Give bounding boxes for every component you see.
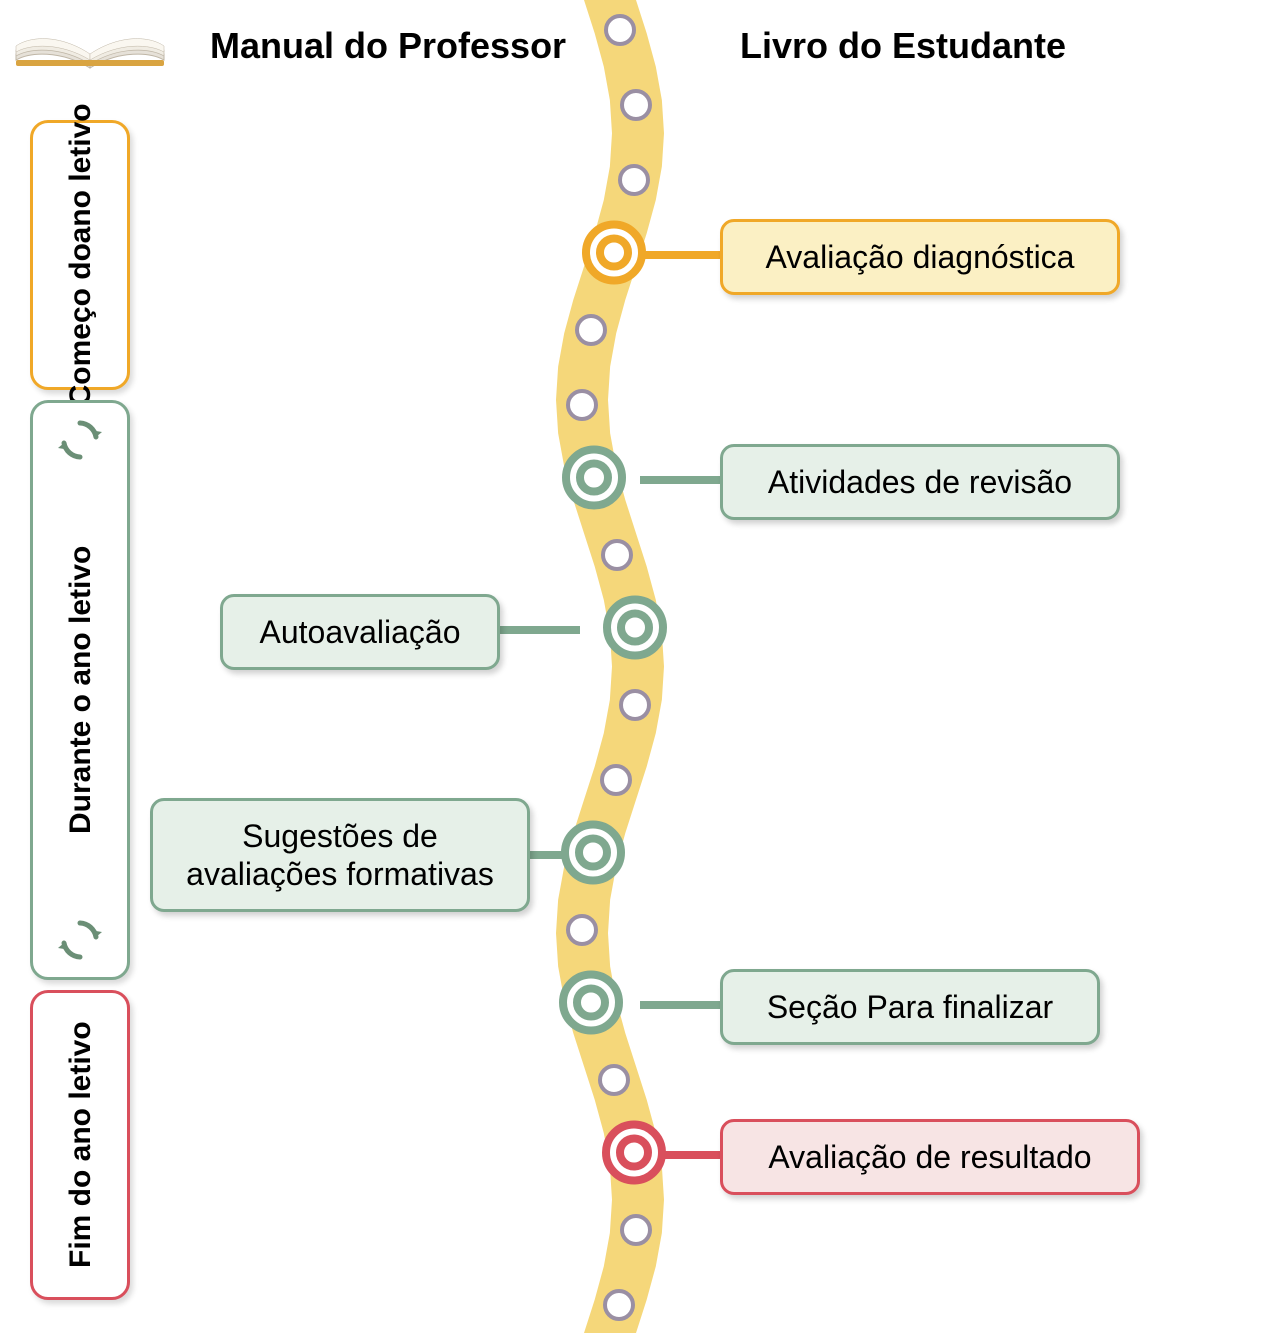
callout-revisao: Atividades de revisão — [720, 444, 1120, 520]
path-dot — [618, 164, 650, 196]
path-dot — [598, 1064, 630, 1096]
path-dot — [575, 314, 607, 346]
header-professor: Manual do Professor — [210, 25, 566, 67]
phase-label-fim: Fim do ano letivo — [64, 1007, 97, 1283]
header-student: Livro do Estudante — [740, 25, 1066, 67]
path-dot — [566, 914, 598, 946]
callout-diagnostica: Avaliação diagnóstica — [720, 219, 1120, 295]
path-dot — [620, 89, 652, 121]
phase-label-comeco: Começo doano letivo — [64, 103, 97, 406]
path-dot — [603, 1289, 635, 1321]
phase-fim: Fim do ano letivo — [30, 990, 130, 1300]
connector-autoavaliacao — [500, 626, 580, 634]
path-dot — [604, 14, 636, 46]
cycle-icon — [57, 917, 103, 963]
callout-resultado: Avaliação de resultado — [720, 1119, 1140, 1195]
connector-diagnostica — [640, 251, 720, 259]
path-dot — [620, 1214, 652, 1246]
target-dot — [603, 596, 667, 665]
callout-autoavaliacao: Autoavaliação — [220, 594, 500, 670]
path-dot — [566, 389, 598, 421]
connector-revisao — [640, 476, 720, 484]
target-dot — [562, 446, 626, 515]
cycle-icon — [57, 417, 103, 463]
connector-finalizar — [640, 1001, 720, 1009]
phase-label-durante: Durante o ano letivo — [64, 463, 97, 917]
path-dot — [619, 689, 651, 721]
target-dot — [559, 971, 623, 1040]
target-dot — [602, 1121, 666, 1190]
callout-finalizar: Seção Para finalizar — [720, 969, 1100, 1045]
path-dot — [600, 764, 632, 796]
target-dot — [582, 221, 646, 290]
path-dot — [601, 539, 633, 571]
phase-durante: Durante o ano letivo — [30, 400, 130, 980]
phase-comeco: Começo doano letivo — [30, 120, 130, 390]
target-dot — [561, 821, 625, 890]
book-icon — [10, 10, 170, 80]
callout-sugestoes: Sugestões deavaliações formativas — [150, 798, 530, 913]
